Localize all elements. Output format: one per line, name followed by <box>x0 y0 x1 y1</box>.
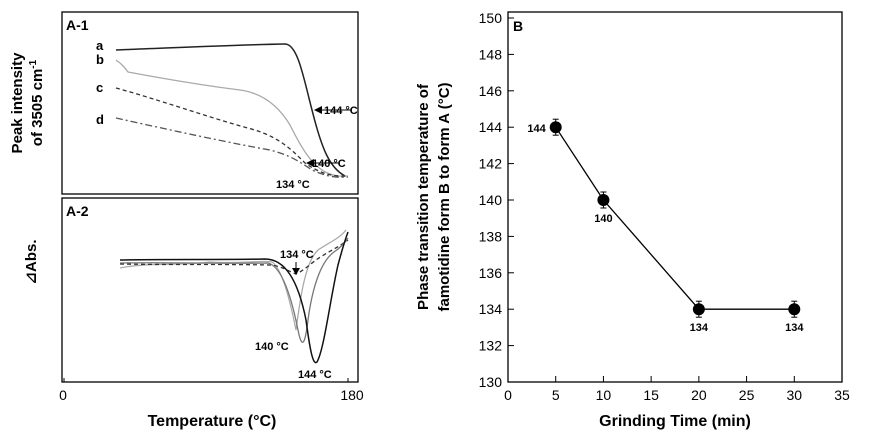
panel-a1-ylabel: Peak intensity of 3505 cm-1 <box>9 52 46 154</box>
panel-a1-ylabel-line1: Peak intensity <box>9 52 26 154</box>
panel-a2-curve-dashed <box>120 240 348 274</box>
panel-b-point-label-0: 144 <box>527 123 546 135</box>
panel-a2-xlabel: Temperature (°C) <box>148 413 277 430</box>
panel-b-point-2 <box>693 303 705 315</box>
panel-a1-arrowhead-144 <box>314 106 322 114</box>
panel-b-points: 144 140 134 134 <box>527 119 804 334</box>
panel-a1-series-c-label: c <box>96 80 103 95</box>
panel-a1-label: A-1 <box>66 17 89 33</box>
panel-b-point-label-2: 134 <box>690 322 709 334</box>
panel-a2-ylabel: ⊿Abs. <box>23 239 40 284</box>
panel-b-xtick-label-15: 15 <box>643 387 659 403</box>
panel-b-ytick-label-148: 148 <box>479 46 503 62</box>
panel-b-ylabel-line1: Phase transition temperature of <box>415 83 432 310</box>
panel-b-point-0 <box>550 121 562 133</box>
panel-a1-annot-140: 140 °C <box>312 158 346 170</box>
panel-b-ytick-label-142: 142 <box>479 156 503 172</box>
panel-a1-annot-144: 144 °C <box>324 105 358 117</box>
panel-a2-xtick-label-0: 0 <box>59 387 67 403</box>
panel-b-xlabel: Grinding Time (min) <box>599 413 751 430</box>
panel-b-point-1 <box>597 194 609 206</box>
panel-b-ytick-label-138: 138 <box>479 228 503 244</box>
panel-a2-annot-134: 134 °C <box>280 249 314 261</box>
panel-b-xtick-label-30: 30 <box>786 387 802 403</box>
panel-a1-series-d-label: d <box>96 112 104 127</box>
panel-a2-curve-light <box>120 230 346 330</box>
panel-a1-ylabel-sup: -1 <box>28 59 39 68</box>
panel-b-ytick-label-134: 134 <box>479 301 503 317</box>
panel-b-series-line <box>556 127 795 309</box>
panel-b-xtick-label-20: 20 <box>691 387 707 403</box>
panel-b-ytick-label-150: 150 <box>479 10 503 26</box>
panel-b: B Phase transition temperature of famoti… <box>415 10 850 430</box>
panel-b-point-label-3: 134 <box>785 322 804 334</box>
panel-b-ytick-label-130: 130 <box>479 374 503 390</box>
panel-b-ylabel: Phase transition temperature of famotidi… <box>415 82 453 311</box>
panel-a2-annot-144: 144 °C <box>298 369 332 381</box>
panel-a2-arrowhead-134 <box>292 268 300 275</box>
panel-b-ylabel-line2: famotidine form B to form A (°C) <box>436 82 453 311</box>
panel-b-ytick-label-144: 144 <box>479 119 503 135</box>
panel-b-xtick-label-10: 10 <box>596 387 612 403</box>
panel-b-xticks: 0 5 10 15 20 25 30 35 <box>504 376 850 403</box>
panel-b-ytick-label-146: 146 <box>479 83 503 99</box>
panel-b-ytick-label-136: 136 <box>479 265 503 281</box>
panel-a1-ylabel-line2-text: of 3505 cm <box>29 69 46 147</box>
panel-a1-annot-134: 134 °C <box>276 179 310 191</box>
panel-a1-series-a-line <box>116 44 345 176</box>
panel-b-label: B <box>513 18 523 34</box>
panel-b-xtick-label-5: 5 <box>552 387 560 403</box>
panel-a2-label: A-2 <box>66 203 89 219</box>
panel-a1: A-1 Peak intensity of 3505 cm-1 a b c d … <box>9 12 358 194</box>
panel-a2-ylabel-wrap: ⊿Abs. <box>23 239 40 284</box>
panel-a2-curve-mid <box>120 238 348 342</box>
panel-b-point-label-1: 140 <box>594 213 612 225</box>
panel-a2-xtick-label-180: 180 <box>340 387 364 403</box>
panel-b-yticks: 130 132 134 136 138 140 142 144 146 148 150 <box>479 10 514 390</box>
panel-a1-ylabel-line2: of 3505 cm-1 <box>28 59 46 146</box>
panel-b-xtick-label-0: 0 <box>504 387 512 403</box>
panel-a1-series-b-label: b <box>96 52 104 67</box>
panel-a2-curve-dark <box>120 232 348 363</box>
panel-b-point-3 <box>788 303 800 315</box>
panel-a2: A-2 ⊿Abs. 134 °C 140 °C 144 °C 0 180 Tem… <box>23 198 364 430</box>
panel-a2-annot-140: 140 °C <box>255 341 289 353</box>
panel-b-xtick-label-35: 35 <box>834 387 850 403</box>
panel-b-ytick-label-140: 140 <box>479 192 503 208</box>
panel-a1-series-a-label: a <box>96 38 104 53</box>
panel-b-ytick-label-132: 132 <box>479 338 503 354</box>
panel-b-xtick-label-25: 25 <box>739 387 755 403</box>
